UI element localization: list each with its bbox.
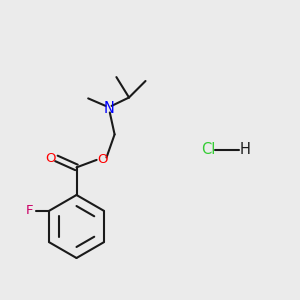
Text: H: H: [240, 142, 251, 158]
Text: O: O: [98, 153, 108, 167]
Text: N: N: [103, 101, 114, 116]
Text: Cl: Cl: [201, 142, 216, 158]
Text: F: F: [26, 204, 33, 217]
Text: O: O: [45, 152, 55, 165]
